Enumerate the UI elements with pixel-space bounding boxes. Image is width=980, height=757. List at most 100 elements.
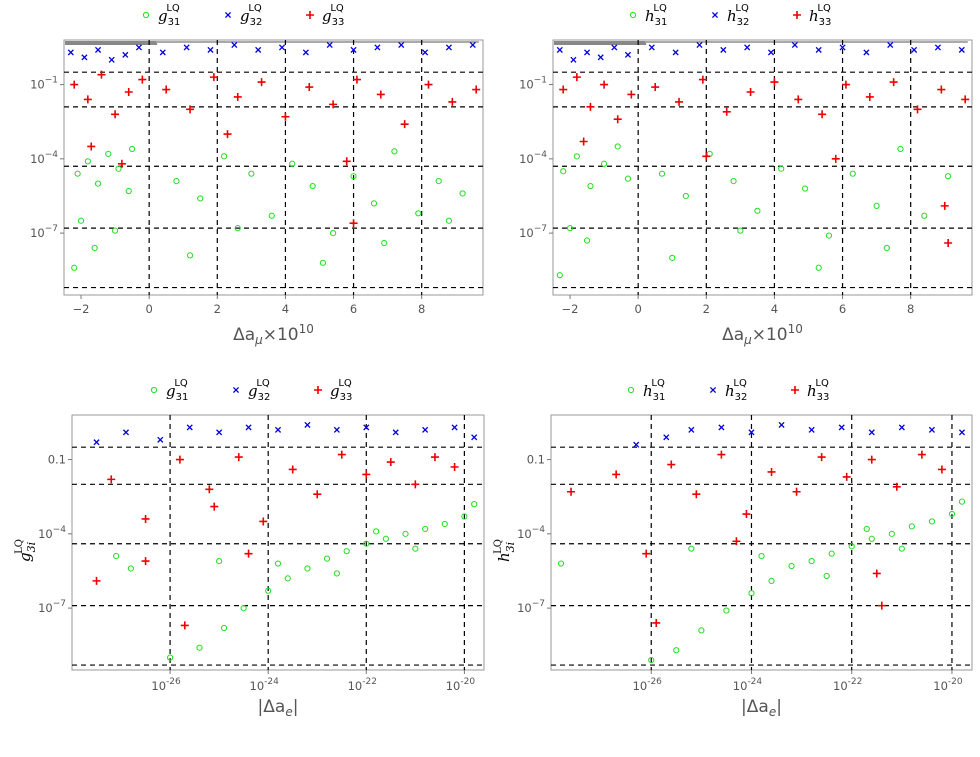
data-point-g33	[376, 90, 385, 99]
data-point-g33	[97, 70, 106, 79]
y-tick-label: 10−4	[38, 525, 66, 541]
data-point-g33	[450, 462, 459, 471]
data-point-h33	[692, 490, 701, 499]
legend-label-g31: g31LQ	[158, 3, 180, 28]
data-point-g31	[127, 565, 134, 572]
data-point-g33	[430, 453, 439, 462]
data-point-g31	[350, 173, 357, 180]
data-point-g31	[115, 165, 122, 172]
data-point-g32	[122, 429, 130, 436]
data-point-g32	[392, 429, 399, 436]
data-point-g32	[135, 44, 143, 51]
data-point-g31	[319, 259, 326, 266]
data-point-g33	[233, 92, 242, 101]
x-tick-label: 10-24	[250, 677, 280, 693]
data-point-h31	[723, 607, 730, 614]
data-point-g33	[87, 142, 96, 151]
data-point-h32	[633, 441, 640, 448]
data-point-g33	[400, 120, 409, 129]
data-point-g33	[70, 80, 79, 89]
data-point-h32	[584, 49, 591, 56]
data-point-h33	[877, 601, 886, 610]
data-point-g33	[210, 502, 219, 511]
data-point-h32	[696, 41, 703, 49]
data-point-h33	[722, 107, 731, 116]
data-point-g32	[93, 439, 100, 446]
data-point-h32	[672, 49, 679, 56]
data-point-g32	[157, 436, 164, 443]
legend-label-g32: g32LQ	[248, 378, 270, 403]
data-point-h31	[815, 264, 822, 271]
data-point-g31	[382, 535, 390, 542]
x-tick-label: 6	[350, 302, 357, 316]
data-point-h31	[768, 577, 775, 584]
data-point-g31	[197, 195, 204, 202]
x-tick-label: 10-20	[446, 677, 476, 693]
data-point-g31	[415, 210, 422, 217]
data-point-g31	[471, 501, 478, 508]
data-point-g33	[281, 112, 290, 121]
data-point-g33	[175, 455, 184, 464]
legend: h31LQ h32LQ h33LQ	[627, 378, 829, 403]
data-point-g31	[309, 182, 316, 190]
data-point-g31	[234, 225, 241, 232]
data-point-g32	[350, 46, 357, 53]
data-point-h31	[614, 143, 621, 150]
data-point-h31	[758, 553, 765, 560]
data-point-g32	[108, 56, 115, 63]
legend-marker-g31	[150, 386, 158, 394]
data-point-h33	[652, 618, 661, 627]
chart-panel-top-left: −2 0 2 4 6 8 10−1 10−4 10−7 Δaμ×1010 g31LQ g32LQ g33…	[30, 3, 484, 347]
data-point-g31	[422, 525, 429, 532]
data-point-h33	[937, 465, 946, 474]
data-point-g32	[445, 44, 452, 51]
data-point-h32	[863, 49, 870, 56]
y-tick-label: 10−4	[517, 525, 545, 541]
legend-label-h33: h33LQ	[809, 3, 831, 28]
data-point-g33	[349, 219, 358, 228]
data-point-h32	[663, 434, 670, 441]
data-point-g33	[244, 549, 253, 558]
data-point-h32	[778, 421, 785, 428]
data-point-g33	[386, 458, 395, 467]
data-point-g33	[342, 157, 351, 166]
data-point-h33	[567, 487, 576, 496]
legend-label-h32: h32LQ	[727, 3, 749, 28]
data-point-g33	[83, 95, 92, 104]
data-point-h31	[682, 192, 689, 200]
x-axis-label: Δaμ×1010	[722, 322, 803, 347]
data-point-g31	[461, 513, 468, 520]
data-point-g32	[122, 51, 129, 58]
data-point-h33	[867, 455, 876, 464]
top-density-band	[554, 41, 647, 45]
data-point-g32	[245, 424, 252, 431]
data-point-g32	[469, 41, 476, 49]
data-point-h31	[848, 543, 855, 550]
data-point-h31	[587, 182, 594, 190]
data-point-g32	[363, 424, 370, 431]
data-point-h33	[892, 482, 901, 491]
legend: g31LQ g32LQ g33LQ	[150, 378, 352, 403]
data-point-g31	[173, 178, 180, 185]
data-point-h32	[868, 429, 875, 436]
x-tick-label: 4	[771, 302, 778, 316]
data-point-h31	[648, 656, 655, 664]
data-point-g31	[381, 239, 388, 247]
data-point-g32	[471, 434, 478, 441]
data-point-g31	[105, 150, 112, 157]
legend-marker-g33	[314, 386, 322, 394]
data-point-h33	[559, 85, 568, 94]
data-point-h31	[573, 153, 580, 160]
legend-marker-g32	[224, 11, 232, 19]
data-point-h32	[958, 429, 966, 436]
data-point-h31	[556, 272, 563, 279]
data-point-h33	[872, 569, 881, 578]
data-point-h33	[612, 470, 621, 479]
x-tick-label: 10-26	[633, 677, 663, 693]
data-point-g31	[284, 575, 291, 582]
data-point-h33	[889, 78, 898, 87]
data-point-h31	[948, 510, 956, 518]
data-point-g31	[94, 180, 102, 187]
data-point-g31	[459, 190, 466, 197]
data-point-g33	[259, 517, 268, 526]
